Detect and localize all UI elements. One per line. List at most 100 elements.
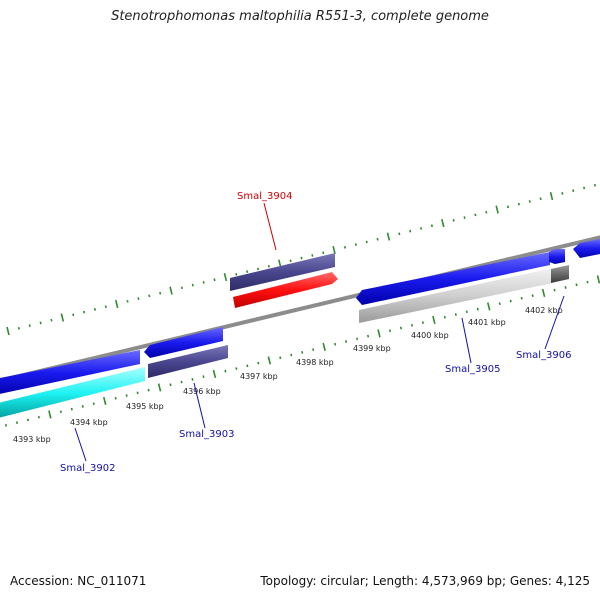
- inner-ring-major-tick: [267, 356, 272, 365]
- gene-smal-3905-feature[interactable]: [359, 268, 553, 323]
- inner-ring-minor-tick: [290, 353, 293, 357]
- gene-smal-3906-feature[interactable]: [551, 265, 569, 283]
- inner-ring-minor-tick: [553, 288, 556, 292]
- inner-ring-minor-tick: [334, 342, 337, 346]
- inner-ring-minor-tick: [509, 299, 512, 303]
- outer-ring-minor-tick: [137, 297, 140, 300]
- outer-ring-major-tick: [114, 299, 119, 309]
- inner-ring-minor-tick: [70, 407, 73, 411]
- outer-ring-minor-tick: [148, 294, 151, 298]
- inner-ring-minor-tick: [476, 307, 479, 311]
- inner-ring-minor-tick: [586, 280, 589, 284]
- outer-ring-major-tick: [441, 218, 445, 228]
- outer-ring-minor-tick: [463, 216, 466, 219]
- genome-summary-text: Topology: circular; Length: 4,573,969 bp…: [260, 574, 590, 588]
- outer-ring-major-tick: [549, 191, 554, 201]
- outer-ring-minor-tick: [528, 200, 531, 203]
- gene-smal-3904-strand-bar[interactable]: [230, 253, 335, 291]
- outer-ring-minor-tick: [561, 191, 564, 195]
- inner-ring-minor-tick: [410, 323, 414, 327]
- outer-ring-minor-tick: [246, 270, 249, 273]
- genome-backbone: [0, 235, 600, 383]
- inner-ring-minor-tick: [575, 283, 578, 287]
- inner-ring-minor-tick: [169, 383, 172, 387]
- outer-ring-minor-tick: [376, 237, 379, 241]
- inner-ring-major-tick: [157, 383, 162, 392]
- outer-ring-minor-tick: [474, 213, 477, 217]
- outer-ring-minor-tick: [267, 264, 270, 268]
- outer-ring-minor-tick: [343, 245, 347, 249]
- inner-ring-minor-tick: [443, 315, 446, 319]
- gene-smal-3906[interactable]: [549, 249, 565, 264]
- outer-ring-minor-tick: [180, 286, 183, 290]
- gene-smal-3905[interactable]: [356, 252, 550, 305]
- outer-ring-minor-tick: [517, 202, 520, 206]
- genome-title: Stenotrophomonas maltophilia R551-3, com…: [111, 9, 489, 24]
- inner-ring-minor-tick: [564, 286, 567, 289]
- scale-label: 4402 kbp: [525, 306, 563, 315]
- outer-ring-minor-tick: [126, 299, 129, 303]
- outer-ring-minor-tick: [256, 267, 260, 271]
- inner-ring-minor-tick: [202, 375, 205, 379]
- inner-ring-minor-tick: [345, 340, 348, 343]
- outer-ring-minor-tick: [83, 310, 86, 314]
- outer-ring-major-tick: [386, 232, 391, 241]
- inner-ring-minor-tick: [312, 348, 315, 351]
- gene-next[interactable]: [573, 239, 600, 258]
- inner-ring-minor-tick: [257, 361, 260, 365]
- inner-ring-minor-tick: [421, 321, 424, 324]
- gene-smal-3903-feature[interactable]: [148, 345, 228, 378]
- leader-smal-3905: [461, 317, 472, 364]
- gene-label-smal-3905[interactable]: Smal_3905: [445, 364, 500, 375]
- outer-ring-minor-tick: [300, 256, 303, 260]
- gene-label-smal-3903[interactable]: Smal_3903: [179, 429, 234, 440]
- outer-ring-minor-tick: [485, 210, 488, 214]
- scale-label: 4398 kbp: [296, 358, 334, 367]
- leader-smal-3902: [74, 427, 87, 462]
- inner-ring-minor-tick: [366, 334, 370, 338]
- inner-ring-minor-tick: [180, 380, 183, 384]
- outer-ring-major-tick: [60, 313, 65, 322]
- outer-ring-minor-tick: [213, 278, 216, 282]
- outer-ring-minor-tick: [322, 251, 325, 255]
- gene-smal-3902[interactable]: [0, 350, 140, 396]
- gene-smal-3902-feature[interactable]: [0, 367, 145, 420]
- inner-ring-minor-tick: [191, 378, 194, 381]
- outer-tick-ring: [6, 183, 597, 336]
- inner-ring-minor-tick: [26, 418, 29, 422]
- gene-smal-3904[interactable]: [233, 272, 338, 308]
- outer-ring-minor-tick: [506, 205, 510, 209]
- outer-ring-major-tick: [495, 205, 499, 214]
- inner-ring-major-tick: [48, 410, 52, 419]
- inner-ring-minor-tick: [125, 394, 128, 397]
- gene-smal-3903[interactable]: [144, 327, 223, 358]
- inner-ring-minor-tick: [520, 296, 523, 300]
- inner-ring-minor-tick: [388, 329, 392, 333]
- scale-label: 4401 kbp: [468, 318, 506, 327]
- outer-ring-minor-tick: [17, 326, 20, 330]
- outer-ring-minor-tick: [539, 197, 542, 201]
- scale-label: 4400 kbp: [411, 331, 449, 340]
- outer-ring-minor-tick: [572, 189, 575, 193]
- leader-smal-3903: [193, 382, 206, 429]
- inner-ring-minor-tick: [465, 310, 468, 314]
- inner-ring-major-tick: [322, 342, 326, 352]
- inner-tick-ring: [4, 275, 600, 427]
- outer-ring-minor-tick: [72, 313, 75, 317]
- inner-ring-minor-tick: [92, 402, 95, 406]
- outer-ring-minor-tick: [430, 224, 433, 228]
- outer-ring-minor-tick: [398, 232, 401, 236]
- inner-ring-minor-tick: [4, 423, 8, 427]
- inner-ring-major-tick: [487, 302, 491, 311]
- inner-ring-minor-tick: [224, 369, 227, 373]
- gene-label-smal-3904[interactable]: Smal_3904: [237, 191, 292, 202]
- outer-ring-minor-tick: [409, 229, 412, 233]
- gene-label-smal-3906[interactable]: Smal_3906: [516, 350, 571, 361]
- gene-label-smal-3902[interactable]: Smal_3902: [60, 463, 115, 474]
- outer-ring-minor-tick: [93, 308, 97, 311]
- inner-ring-minor-tick: [356, 337, 359, 341]
- inner-ring-minor-tick: [147, 388, 150, 392]
- scale-label: 4395 kbp: [126, 402, 164, 411]
- inner-ring-minor-tick: [279, 356, 282, 360]
